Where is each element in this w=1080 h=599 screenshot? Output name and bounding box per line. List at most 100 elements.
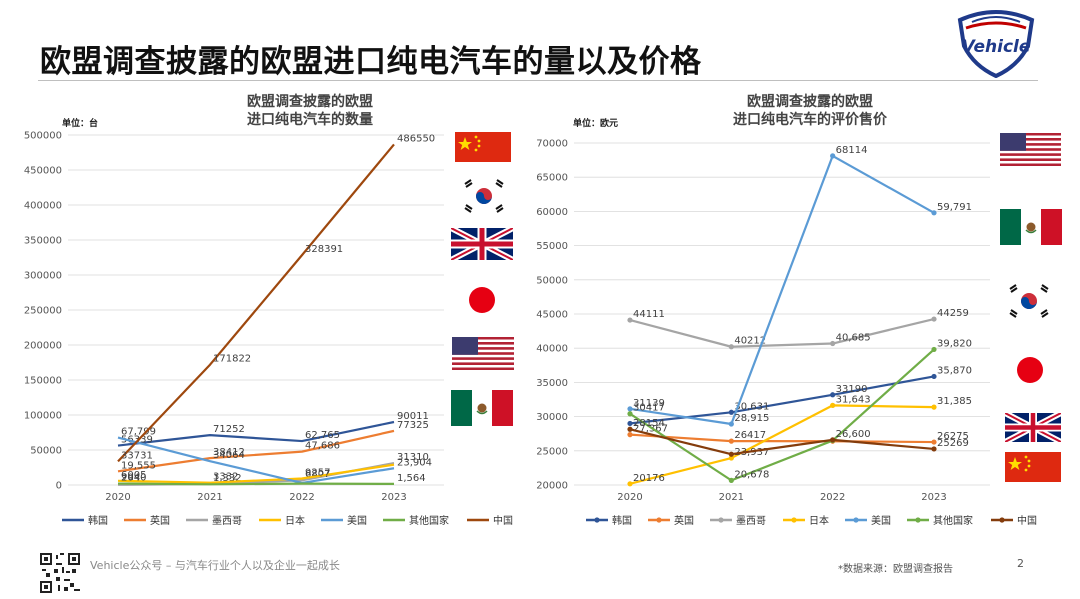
data-label: 293: [121, 474, 140, 485]
y-tick-label: 0: [56, 481, 62, 492]
data-label: 27,367: [633, 424, 668, 435]
data-point: [830, 402, 836, 408]
series-line-0: [629, 375, 935, 425]
data-point: [728, 344, 734, 350]
x-tick-label: 2021: [197, 492, 222, 503]
legend-item: 英国: [150, 514, 170, 527]
data-point: [830, 153, 836, 159]
y-tick-label: 50000: [30, 446, 62, 457]
left-unit-label: 单位：台: [62, 119, 99, 129]
data-label: 26275: [937, 431, 969, 442]
data-label: 28154: [633, 418, 665, 429]
legend-item: 其他国家: [933, 514, 973, 527]
data-label: 25269: [937, 438, 969, 449]
data-label: 38412: [213, 447, 245, 458]
mexico-flag-right: [1000, 209, 1062, 245]
south-korea-flag: [460, 178, 508, 214]
data-label: 77325: [397, 420, 429, 431]
china-flag: [455, 132, 511, 162]
data-point: [728, 477, 734, 483]
legend-marker: [999, 517, 1005, 523]
data-label: 71252: [213, 424, 245, 435]
data-label: 28,915: [734, 413, 769, 424]
data-point: [931, 210, 937, 216]
data-label: 23,904: [397, 457, 432, 468]
data-label: 34064: [213, 450, 245, 461]
data-label: 47,686: [305, 441, 340, 452]
qr-code-icon: [40, 553, 80, 593]
data-point: [830, 437, 836, 443]
data-label: 40,685: [836, 333, 871, 344]
series-line-4: [117, 436, 395, 484]
uk-flag-right: [1005, 413, 1061, 442]
data-point: [627, 432, 633, 438]
data-point: [830, 340, 836, 347]
series-line-6: [629, 428, 935, 456]
x-tick-label: 2022: [289, 492, 314, 503]
south-korea-flag-right: [1005, 283, 1053, 319]
data-label: 6807: [305, 469, 330, 480]
data-label: 26,600: [836, 429, 871, 440]
y-tick-label: 250000: [24, 306, 62, 317]
y-tick-label: 20000: [536, 481, 568, 492]
title-divider: [38, 80, 1038, 81]
series-line-5: [117, 482, 395, 486]
legend-item: 墨西哥: [212, 515, 242, 527]
data-label: 23,937: [734, 447, 769, 458]
data-label: 31310: [397, 452, 429, 463]
series-line-3: [629, 404, 935, 485]
y-tick-label: 70000: [536, 139, 568, 150]
data-label: 6005: [121, 470, 146, 481]
data-label: 62,765: [305, 430, 340, 441]
legend-item: 英国: [674, 514, 694, 527]
y-tick-label: 60000: [536, 207, 568, 218]
data-label: 90011: [397, 411, 429, 422]
series-line-0: [117, 420, 395, 447]
data-point: [931, 373, 937, 380]
data-label: 1,332: [213, 473, 242, 484]
series-line-1: [629, 433, 935, 444]
legend-marker: [915, 517, 921, 523]
data-label: 33190: [836, 384, 868, 395]
y-tick-label: 300000: [24, 271, 62, 282]
y-tick-label: 150000: [24, 376, 62, 387]
footer-text: Vehicle公众号 – 与汽车行业个人以及企业一起成长: [90, 559, 340, 572]
data-label: 19,555: [121, 460, 156, 471]
series-line-1: [117, 429, 395, 473]
data-point: [931, 316, 937, 322]
data-label: 30,631: [734, 401, 769, 412]
data-label: 9257: [305, 468, 330, 479]
legend-marker: [594, 517, 600, 523]
data-label: 26417: [734, 430, 766, 441]
series-line-4: [629, 154, 935, 426]
slide-title: 欧盟调查披露的欧盟进口纯电汽车的量以及价格: [40, 44, 702, 80]
legend-marker: [718, 517, 724, 523]
series-line-2: [629, 317, 935, 348]
y-tick-label: 400000: [24, 201, 62, 212]
y-tick-label: 500000: [24, 131, 62, 142]
data-label: 31,643: [836, 394, 871, 405]
data-label: 44111: [633, 309, 665, 320]
right-unit-label: 单位：欧元: [573, 119, 619, 129]
data-label: 44259: [937, 308, 969, 319]
y-tick-label: 45000: [536, 310, 568, 321]
series-line-5: [629, 348, 935, 482]
logo-text: Vehicle: [962, 37, 1031, 57]
legend-item: 其他国家: [409, 514, 449, 527]
data-label: 59,791: [937, 202, 972, 213]
data-point: [728, 409, 734, 415]
japan-flag-right: [1010, 350, 1050, 390]
y-tick-label: 350000: [24, 236, 62, 247]
x-tick-label: 2020: [105, 492, 130, 503]
usa-flag-right: [1000, 133, 1061, 166]
data-label: 31139: [633, 398, 665, 409]
legend-marker: [853, 517, 859, 523]
usa-flag: [452, 337, 514, 370]
data-label: 33731: [121, 450, 153, 461]
data-point: [830, 392, 836, 398]
data-label: 35,870: [937, 365, 972, 376]
x-tick-label: 2023: [921, 492, 946, 503]
data-label: 31,385: [937, 396, 972, 407]
series-line-6: [117, 143, 395, 463]
